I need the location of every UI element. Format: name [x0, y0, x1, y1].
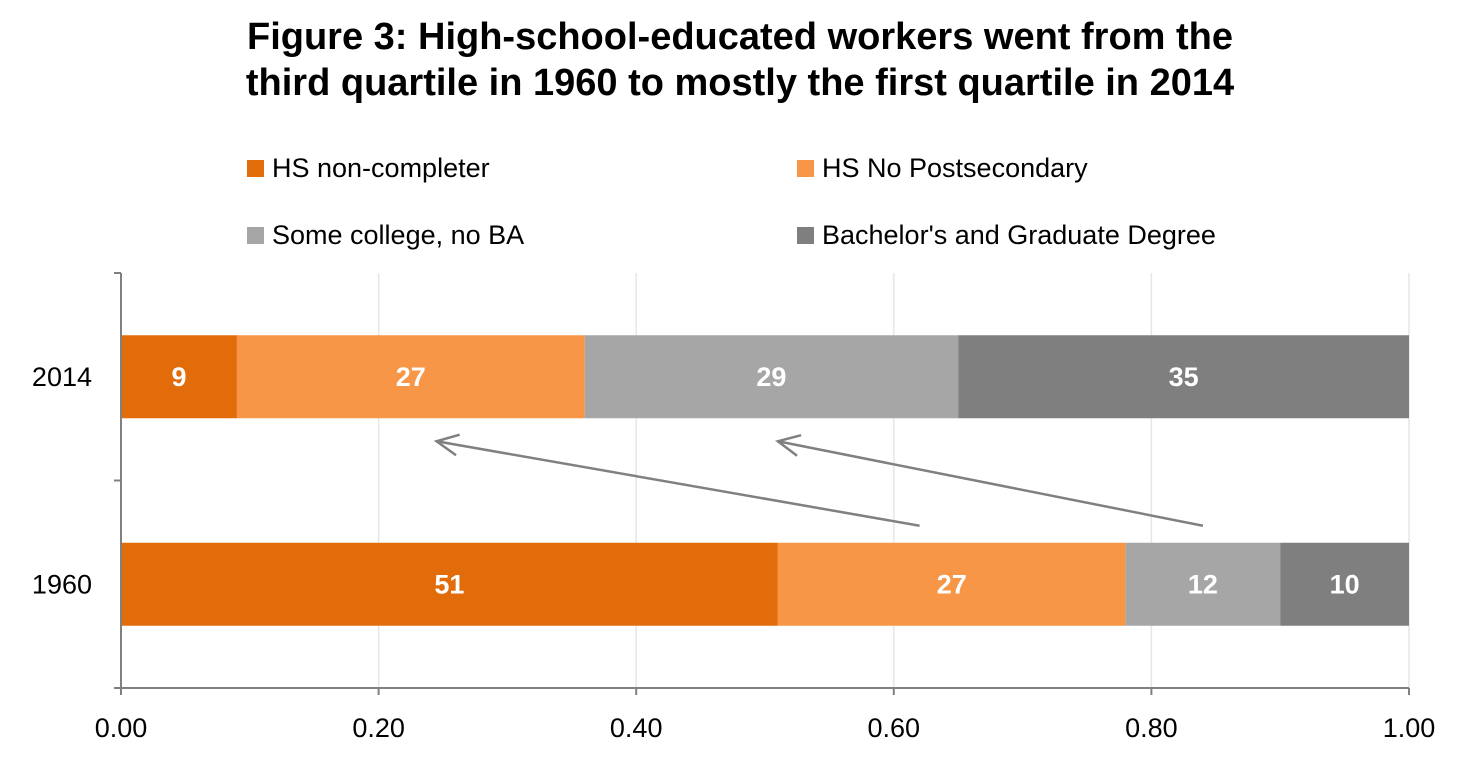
x-tick-label: 0.20 [352, 713, 405, 743]
data-label: 12 [1188, 569, 1218, 599]
bar-segment [121, 335, 237, 419]
x-tick-label: 0.00 [95, 713, 148, 743]
bar-segment [777, 542, 1126, 626]
legend-item-hs-non-completer: HS non-completer [247, 153, 490, 184]
legend-label-hs-non-completer: HS non-completer [272, 153, 490, 183]
legend-label-bachelors-graduate: Bachelor's and Graduate Degree [822, 220, 1216, 250]
legend: HS non-completer HS No Postsecondary Som… [0, 0, 1480, 260]
y-tick-label: 2014 [32, 362, 92, 392]
data-label: 27 [937, 569, 967, 599]
bars: 9 27 29 35 51 27 12 10 [121, 335, 1409, 626]
bar-segment [121, 542, 778, 626]
arrow-head [775, 434, 802, 457]
legend-item-some-college: Some college, no BA [247, 220, 524, 251]
x-tick-label: 1.00 [1383, 713, 1436, 743]
legend-swatch-hs-non-completer [247, 160, 264, 177]
axes: 2014 1960 0.00 0.20 0.40 0.60 0.80 1.00 [32, 272, 1436, 743]
bar-segment [1280, 542, 1409, 626]
arrow-shaft [436, 440, 920, 527]
data-label: 27 [396, 362, 426, 392]
bar-segment [958, 335, 1409, 419]
x-tick-label: 0.60 [868, 713, 921, 743]
arrow-shaft [777, 440, 1204, 527]
data-label: 10 [1330, 569, 1360, 599]
chart-title-line-1: Figure 3: High-school-educated workers w… [246, 16, 1233, 58]
x-tick-label: 0.80 [1125, 713, 1178, 743]
chart-title: Figure 3: High-school-educated workers w… [0, 14, 1480, 106]
legend-swatch-bachelors-graduate [797, 227, 814, 244]
data-label: 29 [756, 362, 786, 392]
arrow-head [433, 433, 460, 457]
data-label: 51 [434, 569, 464, 599]
legend-label-hs-no-postsecondary: HS No Postsecondary [822, 153, 1088, 183]
legend-swatch-hs-no-postsecondary [797, 160, 814, 177]
annotations [433, 433, 1204, 527]
legend-swatch-some-college [247, 227, 264, 244]
bar-segment [236, 335, 585, 419]
y-tick-label: 1960 [32, 569, 92, 599]
legend-item-hs-no-postsecondary: HS No Postsecondary [797, 153, 1088, 184]
legend-label-some-college: Some college, no BA [272, 220, 525, 250]
bar-segment [1125, 542, 1281, 626]
data-label: 9 [171, 362, 186, 392]
bar-segment [584, 335, 959, 419]
legend-item-bachelors-graduate: Bachelor's and Graduate Degree [797, 220, 1216, 251]
chart-title-line-2: third quartile in 1960 to mostly the fir… [245, 62, 1235, 104]
data-label: 35 [1169, 362, 1199, 392]
x-tick-label: 0.40 [610, 713, 663, 743]
